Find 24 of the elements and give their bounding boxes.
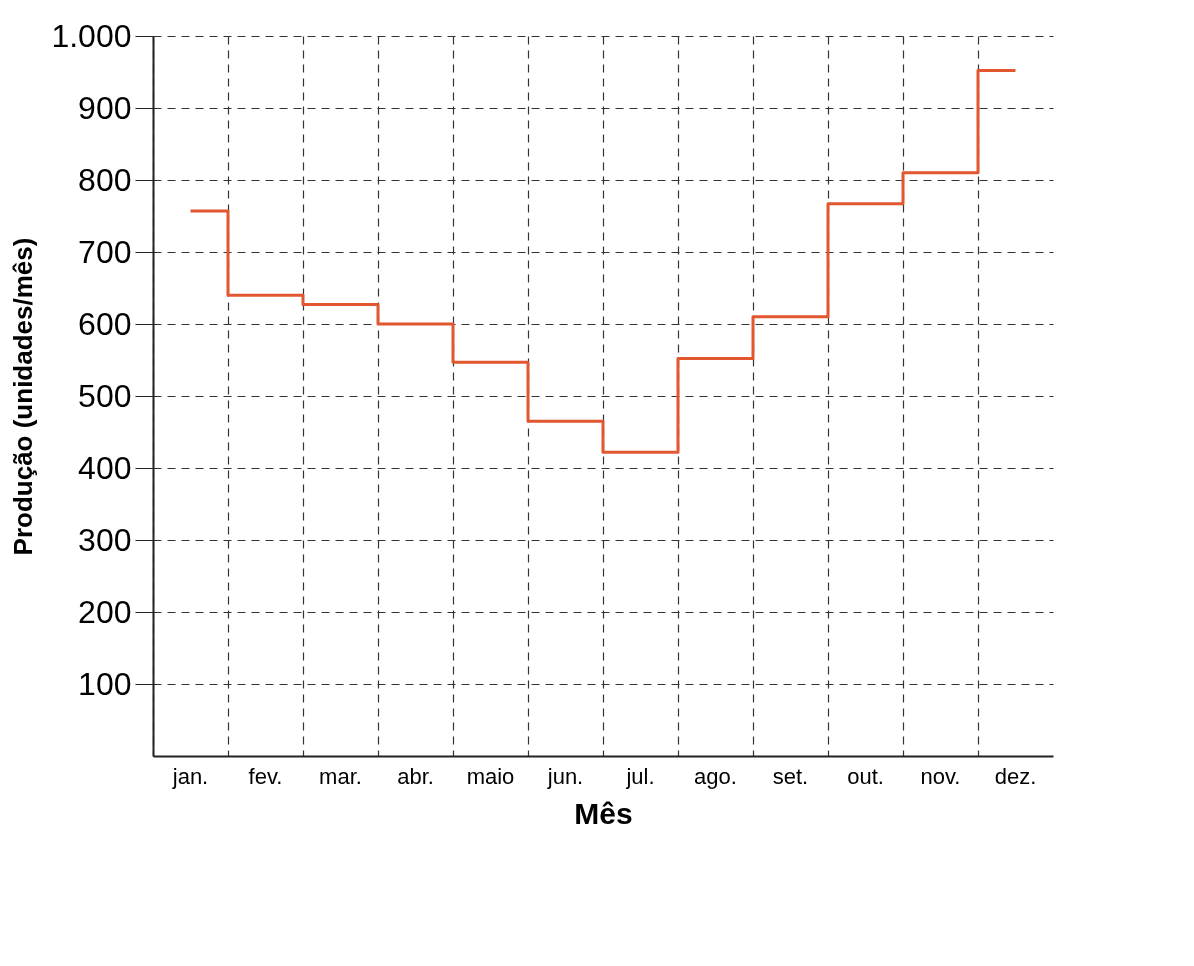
x-tick-label: jul. bbox=[625, 763, 655, 789]
x-tick-label: dez. bbox=[994, 763, 1037, 789]
y-tick-label: 600 bbox=[78, 305, 132, 342]
y-axis-title: Produção (unidades/mês) bbox=[8, 237, 39, 556]
x-axis-title: Mês bbox=[574, 796, 633, 830]
x-tick-label: out. bbox=[847, 763, 884, 789]
x-tick-label: abr. bbox=[397, 763, 434, 789]
x-tick-label: ago. bbox=[694, 763, 737, 789]
y-tick-label: 900 bbox=[78, 89, 132, 126]
y-tick-label: 400 bbox=[78, 449, 132, 486]
y-tick-label: 500 bbox=[78, 377, 132, 414]
x-tick-label: fev. bbox=[248, 763, 283, 789]
y-tick-label: 800 bbox=[78, 161, 132, 198]
x-tick-label: set. bbox=[772, 763, 809, 789]
y-tick-label: 300 bbox=[78, 521, 132, 558]
y-tick-label: 200 bbox=[78, 593, 132, 630]
x-tick-label: jun. bbox=[546, 763, 584, 789]
y-tick-label: 100 bbox=[78, 665, 132, 702]
x-tick-label: maio bbox=[466, 763, 515, 789]
y-tick-label: 700 bbox=[78, 233, 132, 270]
y-tick-label: 1.000 bbox=[51, 17, 132, 54]
x-tick-label: mar. bbox=[319, 763, 362, 789]
x-tick-label: nov. bbox=[920, 763, 961, 789]
x-tick-label: jan. bbox=[171, 763, 209, 789]
